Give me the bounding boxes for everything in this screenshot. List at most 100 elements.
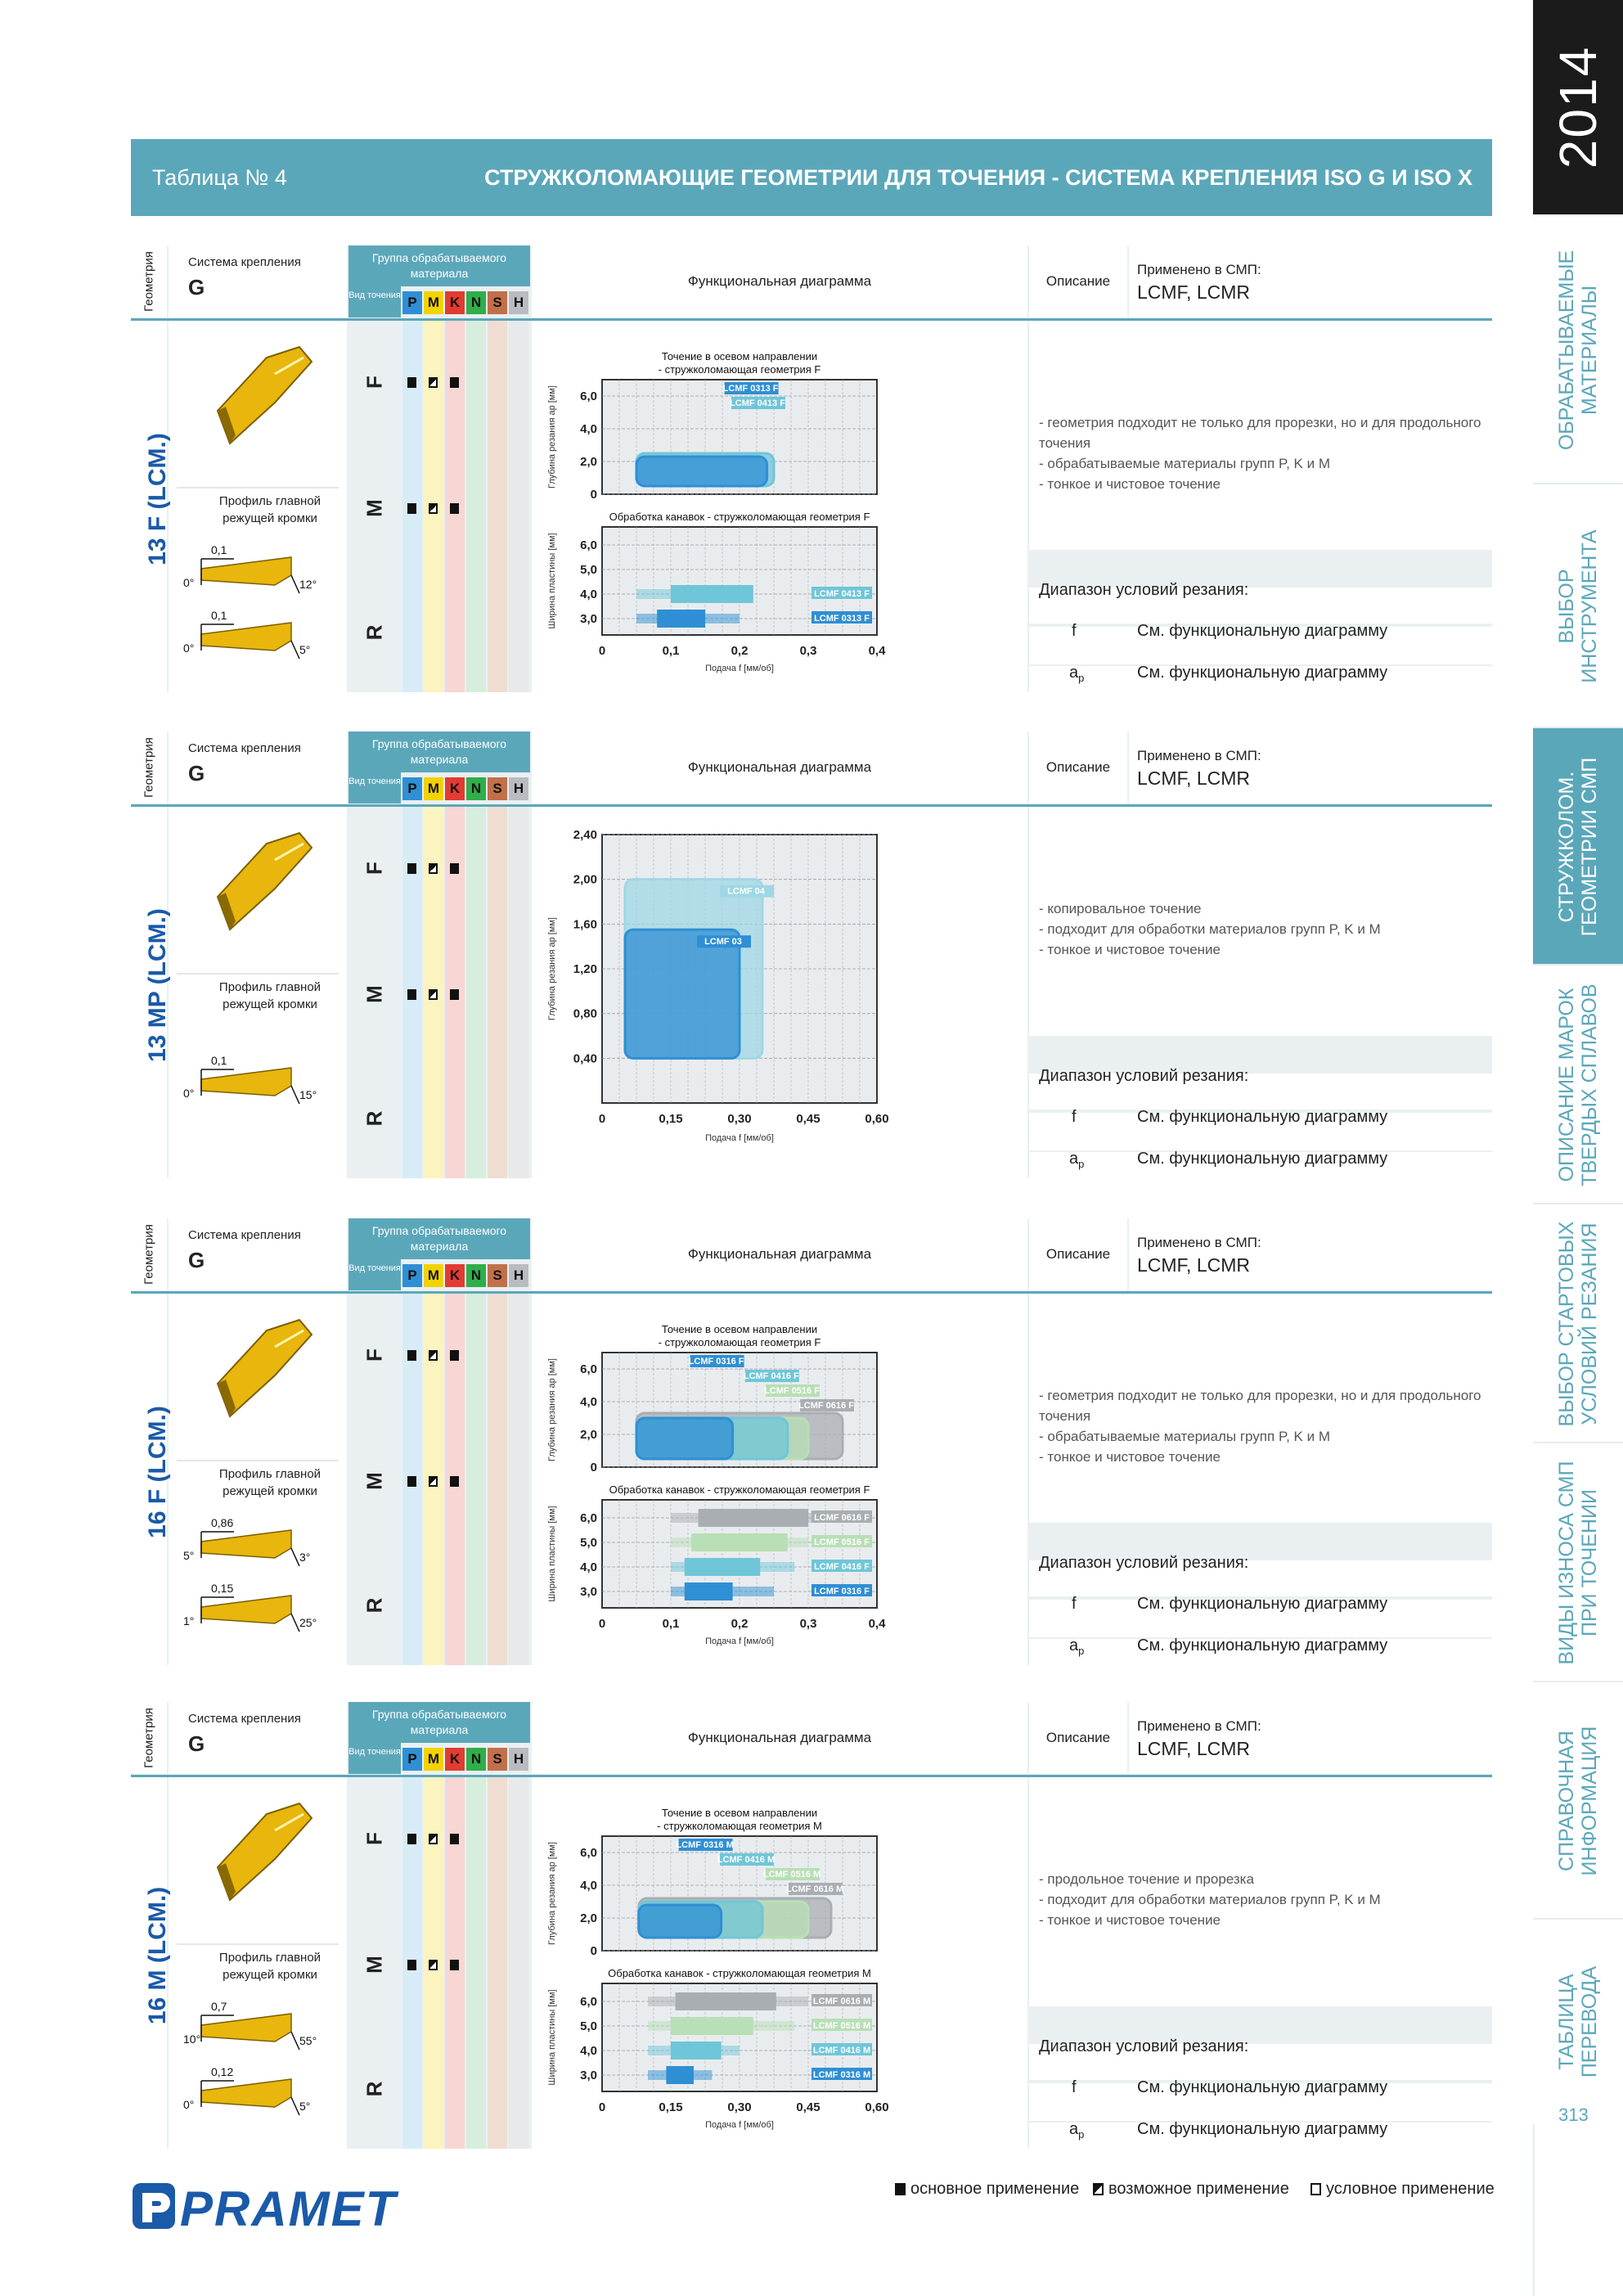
profile-shape [200, 2013, 292, 2042]
bar-core-2 [671, 2042, 722, 2060]
table-number: Таблица № 4 [152, 165, 287, 190]
insert-shadow [218, 1380, 236, 1416]
body-cell [1029, 2123, 1492, 2149]
brand-name: PRAMET [180, 2181, 399, 2234]
function-diagram: 0 2,0 4,0 6,0 LCMF 0616 M LCMF 0516 M LCMF 041… [547, 1807, 889, 2130]
body-cell [1029, 1113, 1492, 1150]
region-3 [635, 1416, 735, 1461]
header-separator [131, 1775, 1492, 1777]
range-f-value: См. функциональную диаграмму [1137, 1108, 1388, 1126]
material-M: M [424, 1264, 443, 1287]
y-tick-label: 6,0 [580, 1846, 597, 1860]
material-band [509, 1777, 528, 2149]
region-label-bg [720, 1853, 774, 1866]
region-label-bg [744, 1370, 799, 1382]
region-label-bg [697, 935, 751, 948]
bar-label: LCMF 0416 F [814, 1562, 870, 1572]
material-band [509, 807, 528, 1178]
sidebar-item-7[interactable]: ТАБЛИЦА ПЕРЕВОДА [1533, 1918, 1623, 2124]
description-list: геометрия подходит не только для прорезк… [1039, 1385, 1492, 1467]
description-label: Описание [1045, 273, 1111, 289]
profile-shape [200, 1529, 292, 1559]
y-tick-label: 6,0 [580, 1362, 597, 1376]
sidebar-item-label: ВИДЫ ИЗНОСА СМП ПРИ ТОЧЕНИИ [1555, 1461, 1601, 1665]
bar-core-0 [675, 1992, 776, 2010]
profile-dim-line [290, 2096, 300, 2116]
region-label: LCMF 0313 F [723, 384, 779, 394]
region-label-bg [789, 1883, 843, 1895]
y-tick-label: 0,80 [573, 1007, 597, 1021]
section-0: Геометрия 13 F (LCM.) Система крепления G Гр… [131, 245, 1492, 692]
bar-label-bg [812, 1535, 872, 1547]
material-M: M [424, 1748, 443, 1771]
y-tick-label: 2,40 [573, 828, 597, 842]
half-mark-icon [429, 503, 438, 514]
profile-angle: 5° [299, 643, 310, 656]
range-f-value: См. функциональную диаграмму [1137, 2078, 1388, 2096]
x-tick-label: 0,15 [659, 1112, 682, 1126]
x-tick-label: 0,45 [796, 1112, 820, 1126]
turning-row-label: R [362, 1597, 387, 1614]
sidebar-item-label: ВЫБОР ИНСТРУМЕНТА [1555, 529, 1601, 683]
function-diagram-label: Функциональная диаграмма [687, 273, 872, 289]
x-tick-label: 0,15 [659, 2100, 682, 2114]
sidebar-item-1[interactable]: ВЫБОР ИНСТРУМЕНТА [1533, 483, 1623, 728]
material-P: P [402, 291, 422, 314]
y-tick-label: 0 [591, 1461, 597, 1474]
profile-dim: 0,7 [211, 2000, 227, 2013]
geometry-code: 16 F (LCM.) [144, 1406, 171, 1538]
insert-illustration: 0,1 0° 12° 0,1 0° 5° [177, 345, 339, 660]
x-axis-label: Подача f [мм/об] [705, 1636, 774, 1646]
sidebar-item-3[interactable]: ОПИСАНИЕ МАРОК ТВЕРДЫХ СПЛАВОВ [1533, 964, 1623, 1204]
turning-row-F: F [348, 321, 401, 443]
full-mark-icon [450, 503, 459, 514]
system-label: Система крепления [188, 255, 301, 269]
sidebar-item-4[interactable]: ВЫБОР СТАРТОВЫХ УСЛОВИЙ РЕЗАНИЯ [1533, 1203, 1623, 1443]
profile-shape [200, 2078, 292, 2108]
ap-sub: p [1078, 672, 1085, 684]
turning-row-label: F [362, 1348, 387, 1362]
half-mark-icon [429, 1476, 438, 1487]
description-item: обрабатываемые материалы групп P, K и M [1039, 453, 1492, 474]
full-mark-icon [450, 863, 459, 874]
profile-dim-line [290, 1547, 300, 1567]
turning-row-F: F [348, 1294, 401, 1416]
turning-row-F: F [348, 1777, 401, 1900]
material-P: P [402, 1748, 422, 1771]
x-tick-label: 0,45 [796, 2100, 820, 2114]
bar-label-bg [812, 1584, 872, 1596]
full-mark-icon [450, 1350, 459, 1361]
profile-angle: 25° [299, 1616, 317, 1629]
sidebar-item-2[interactable]: СТРУЖКОЛОМ. ГЕОМЕТРИИ СМП [1533, 727, 1623, 966]
header-cell [1129, 1702, 1492, 1774]
x-axis-label: Подача f [мм/об] [705, 1133, 774, 1143]
sidebar-item-0[interactable]: ОБРАБАТЫВАЕМЫЕ МАТЕРИАЛЫ [1533, 214, 1623, 484]
legend-main: основное применение [895, 2180, 1079, 2199]
turning-row-label: R [362, 1110, 387, 1127]
applied-value: LCMF, LCMR [1137, 768, 1251, 789]
profile-shape [200, 556, 292, 586]
full-mark-icon [407, 1350, 416, 1361]
y-tick-label: 2,0 [580, 1911, 597, 1925]
section-3: Геометрия 16 M (LCM.) Система крепления G Гр… [131, 1702, 1492, 2149]
geometry-code: 16 M (LCM.) [144, 1886, 171, 2025]
sidebar-item-6[interactable]: СПРАВОЧНАЯ ИНФОРМАЦИЯ [1533, 1681, 1623, 1920]
turning-row-R: R [348, 1546, 401, 1665]
header-cell [169, 245, 347, 317]
region-label-bg [690, 1355, 744, 1367]
bar-label-bg [812, 2043, 872, 2055]
applied-value: LCMF, LCMR [1137, 1254, 1251, 1276]
y-tick-label: 0 [591, 1944, 597, 1958]
header-separator [131, 318, 1492, 321]
range-f-label: f [1072, 2078, 1077, 2096]
half-mark-icon [429, 377, 438, 388]
material-N: N [466, 1748, 486, 1771]
material-H: H [509, 777, 528, 800]
sidebar-item-5[interactable]: ВИДЫ ИЗНОСА СМП ПРИ ТОЧЕНИИ [1533, 1442, 1623, 1682]
half-mark-icon [429, 989, 438, 1000]
y-tick-label: 0 [591, 488, 597, 502]
profile-dim: 0,1 [211, 609, 227, 622]
region-label: LCMF 0516 F [764, 1386, 820, 1396]
range-label: Диапазон условий резания: [1039, 1554, 1249, 1572]
body-cell [1029, 1639, 1492, 1665]
